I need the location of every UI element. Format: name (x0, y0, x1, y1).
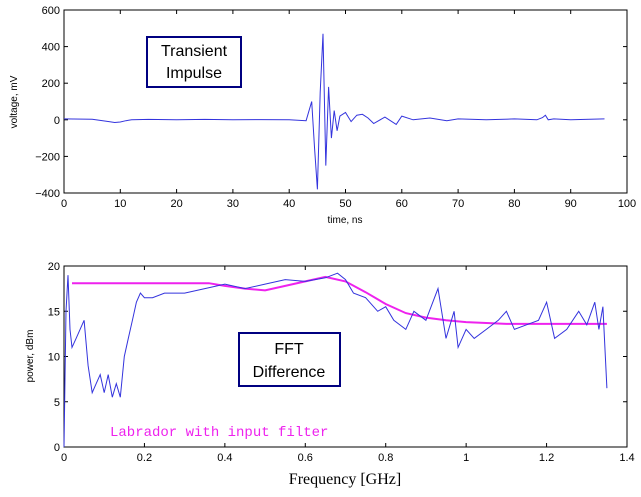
filter-curve (72, 275, 607, 325)
y-tick-label: 10 (48, 352, 60, 364)
x-tick-label: 70 (452, 198, 464, 210)
x-tick-label: 50 (339, 198, 351, 210)
x-tick-label: 60 (396, 198, 408, 210)
top-tick-marks (63, 9, 628, 194)
annotation-box-frame (146, 36, 242, 88)
x-tick-label: 0.8 (378, 452, 393, 464)
chart-top: 0 10 20 30 40 50 60 70 80 90 100 −400 −200 0 200 400 60… (9, 5, 636, 226)
x-tick-label: 1.4 (619, 452, 634, 464)
bottom-y-axis-label: power, dBm (25, 330, 36, 383)
top-x-tick-labels: 0 10 20 30 40 50 60 70 80 90 100 (61, 198, 636, 210)
x-tick-label: 1 (463, 452, 469, 464)
annotation-line-1: Transient (161, 43, 228, 60)
bottom-x-tick-labels: 0 0.2 0.4 0.6 0.8 1 1.2 1.4 (61, 452, 635, 464)
top-y-tick-labels: −400 −200 0 200 400 600 (35, 5, 60, 200)
y-tick-label: 400 (42, 42, 60, 54)
x-tick-label: 100 (618, 198, 636, 210)
annotation-box-fft: FFT Difference (238, 332, 341, 387)
y-tick-label: 0 (54, 442, 60, 454)
bottom-tick-marks (63, 265, 628, 448)
top-voltage-trace (63, 33, 605, 190)
chart-bottom: 0 0.2 0.4 0.6 0.8 1 1.2 1.4 0 5 10 15 20 FFT Differ… (25, 261, 635, 488)
plot-frame-bottom (63, 265, 628, 448)
top-x-axis-label: time, ns (327, 215, 362, 226)
y-tick-label: −400 (35, 188, 60, 200)
y-tick-label: 600 (42, 5, 60, 17)
annotation-box-transient: Transient Impulse (146, 36, 242, 88)
x-tick-label: 20 (170, 198, 182, 210)
y-tick-label: 0 (54, 115, 60, 127)
fft-trace (63, 272, 608, 448)
x-tick-label: 40 (283, 198, 295, 210)
top-y-axis-label: voltage, mV (9, 75, 20, 128)
x-tick-label: 0 (61, 452, 67, 464)
y-tick-label: 15 (48, 306, 60, 318)
annotation-line-2: Impulse (166, 65, 222, 82)
bottom-x-axis-label: Frequency [GHz] (289, 471, 401, 488)
y-tick-label: 5 (54, 397, 60, 409)
y-tick-label: 20 (48, 261, 60, 273)
x-tick-label: 30 (227, 198, 239, 210)
x-tick-label: 0.6 (298, 452, 313, 464)
y-tick-label: 200 (42, 78, 60, 90)
x-tick-label: 80 (508, 198, 520, 210)
bottom-y-tick-labels: 0 5 10 15 20 (48, 261, 60, 454)
x-tick-label: 0.2 (137, 452, 152, 464)
annotation-box-frame (238, 332, 341, 387)
x-tick-label: 1.2 (539, 452, 554, 464)
legend-label: Labrador with input filter (110, 425, 328, 441)
x-tick-label: 0 (61, 198, 67, 210)
x-tick-label: 90 (565, 198, 577, 210)
y-tick-label: −200 (35, 151, 60, 163)
annotation-line-1: FFT (274, 341, 304, 358)
x-tick-label: 0.4 (217, 452, 232, 464)
annotation-line-2: Difference (253, 364, 326, 381)
x-tick-label: 10 (114, 198, 126, 210)
